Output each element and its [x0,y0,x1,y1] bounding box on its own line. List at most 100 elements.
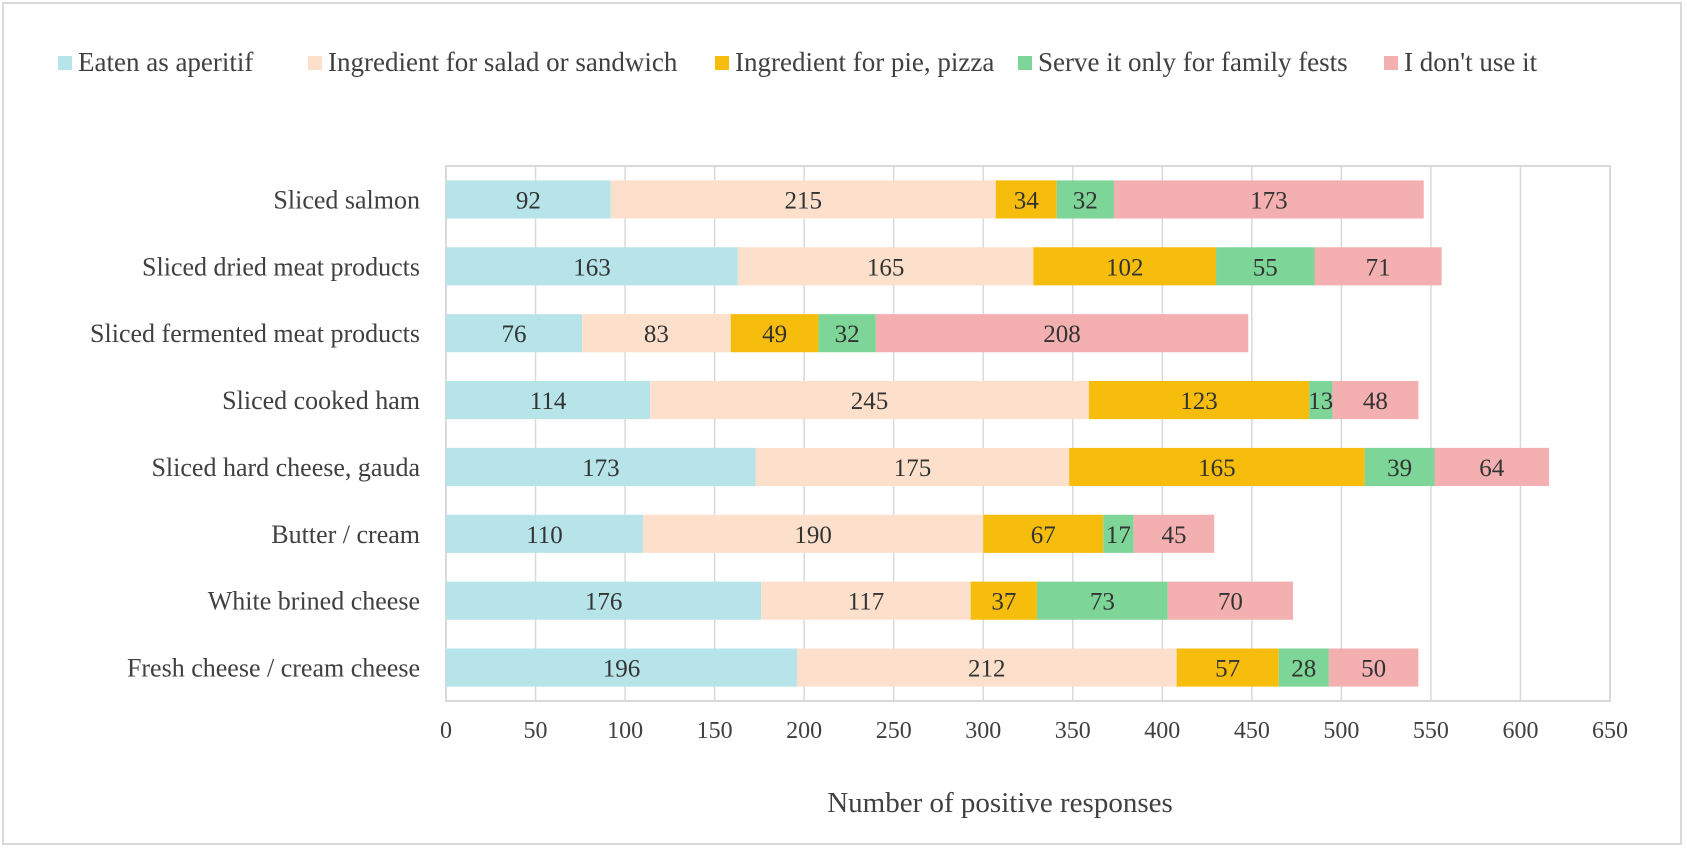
x-tick-label: 600 [1502,718,1538,744]
bar-segment [446,314,583,353]
data-label: 50 [1361,656,1386,683]
data-label: 102 [1106,254,1144,281]
data-label: 49 [762,321,787,348]
bar-segment [1113,180,1424,219]
legend-swatch [715,56,729,70]
data-label: 13 [1308,388,1333,415]
x-tick-label: 450 [1234,718,1270,744]
bar-segment [1434,447,1550,486]
legend-swatch [1018,56,1032,70]
x-tick-label: 200 [786,718,822,744]
data-label: 55 [1253,254,1278,281]
bar-segment [755,447,1070,486]
data-label: 212 [968,656,1006,683]
data-label: 208 [1043,321,1081,348]
data-label: 245 [851,388,889,415]
legend-swatch [1384,56,1398,70]
data-label: 45 [1161,522,1186,549]
data-label: 165 [1198,455,1236,482]
x-tick-label: 150 [697,718,733,744]
bar-segment [970,581,1037,620]
data-label: 34 [1014,187,1040,214]
bar-segment [1056,180,1114,219]
legend-label: Serve it only for family fests [1038,47,1348,77]
plot-border [445,165,1611,702]
bar-segment [1036,581,1168,620]
bar-segment [983,514,1104,553]
bar-segment [1088,381,1310,420]
data-label: 175 [894,455,932,482]
data-label: 83 [644,321,669,348]
data-label: 196 [603,656,641,683]
category-label: Sliced fermented meat products [90,319,420,348]
bar-segment [446,648,797,687]
bar-segment [446,447,756,486]
data-label: 123 [1180,388,1218,415]
bar-segment [796,648,1177,687]
bar-segment [1278,648,1329,687]
legend-swatch [308,56,322,70]
category-label: Sliced salmon [273,185,420,214]
data-label: 64 [1479,455,1505,482]
bar-segment [875,314,1249,353]
category-label: Sliced dried meat products [142,252,420,281]
data-label: 117 [848,589,885,616]
bar-segment [446,581,762,620]
category-label: Fresh cheese / cream cheese [127,654,420,683]
x-axis-title: Number of positive responses [827,787,1173,819]
category-label: Sliced hard cheese, gauda [151,453,420,482]
legend-swatch [58,56,72,70]
data-label: 173 [582,455,620,482]
bar-segment [446,180,611,219]
data-label: 215 [785,187,823,214]
legend-label: I don't use it [1404,47,1538,77]
x-tick-label: 0 [440,718,452,744]
bar-segment [761,581,971,620]
data-label: 176 [585,589,623,616]
data-label: 28 [1291,656,1316,683]
bar-segment [1176,648,1279,687]
bar-segment [1332,381,1419,420]
data-label: 173 [1250,187,1288,214]
x-tick-label: 350 [1055,718,1091,744]
data-label: 67 [1031,522,1056,549]
bar-segment [1167,581,1294,620]
x-tick-label: 400 [1144,718,1180,744]
data-label: 163 [573,254,611,281]
category-label: Sliced cooked ham [222,386,420,415]
x-tick-label: 100 [607,718,643,744]
bar-segment [642,514,984,553]
x-tick-label: 300 [965,718,1001,744]
bar-segment [1216,247,1315,286]
plot-area: 0 50 100 150 200 250 300 350 400 450 500 550 600 650 S… [90,165,1628,744]
x-tick-label: 550 [1413,718,1449,744]
bar-segment [1103,514,1134,553]
data-label: 114 [530,388,567,415]
data-label: 48 [1363,388,1388,415]
bar-segment [446,514,643,553]
data-label: 70 [1218,589,1243,616]
data-label: 32 [835,321,860,348]
bar-segment [446,381,651,420]
bar-segment [1133,514,1215,553]
data-label: 71 [1366,254,1391,281]
legend: Eaten as aperitif Ingredient for salad or… [58,47,1538,77]
bar-segment [737,247,1034,286]
bar-segment [1309,381,1333,420]
bar-segment [1328,648,1419,687]
data-label: 39 [1387,455,1412,482]
legend-label: Ingredient for pie, pizza [735,47,994,77]
bar-segment [582,314,731,353]
bar-segment [1364,447,1435,486]
category-label: White brined cheese [208,587,420,616]
data-label: 57 [1215,656,1240,683]
x-tick-label: 250 [876,718,912,744]
data-label: 76 [502,321,527,348]
bar-segment [818,314,876,353]
category-label: Butter / cream [271,520,420,549]
data-label: 110 [526,522,563,549]
data-label: 17 [1106,522,1131,549]
bar-segment [446,247,738,286]
data-label: 92 [516,187,541,214]
